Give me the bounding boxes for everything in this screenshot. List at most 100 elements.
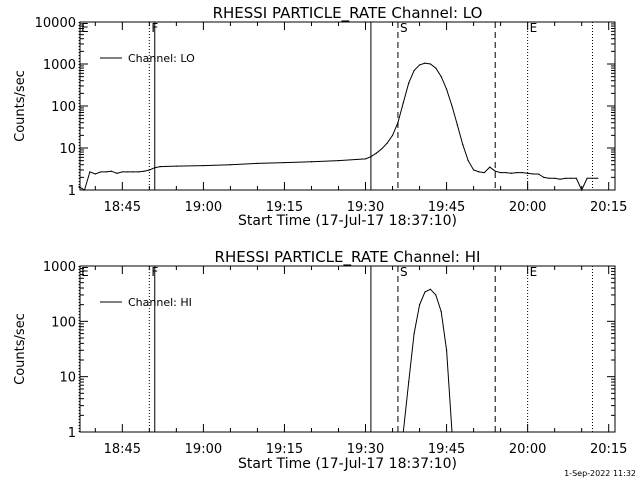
panel-hi: RHESSI PARTICLE_RATE Channel: HI 1 10 100 10…: [13, 248, 627, 472]
data-point: [597, 177, 599, 179]
x-tick-label: 19:00: [185, 200, 222, 215]
data-point: [445, 88, 448, 90]
series-line: [402, 288, 453, 433]
data-point: [418, 304, 421, 306]
data-point: [586, 177, 588, 179]
chart-title: RHESSI PARTICLE_RATE Channel: HI: [215, 248, 481, 267]
data-point: [397, 122, 399, 124]
data-point: [494, 170, 496, 172]
data-point: [413, 333, 415, 335]
data-point: [451, 431, 453, 433]
data-point: [483, 171, 486, 174]
data-point: [370, 156, 372, 158]
y-axis-label: Counts/sec: [13, 70, 28, 142]
y-tick-label: 1: [68, 184, 76, 199]
data-point: [116, 172, 118, 174]
data-point: [554, 177, 556, 179]
x-tick-label: 18:45: [104, 442, 141, 457]
data-point: [110, 170, 113, 172]
data-point: [435, 67, 437, 69]
data-point: [105, 171, 107, 173]
chart-title: RHESSI PARTICLE_RATE Channel: LO: [213, 4, 483, 23]
data-point: [456, 124, 458, 126]
data-point: [451, 105, 453, 107]
data-point: [532, 173, 534, 175]
data-point: [521, 171, 523, 174]
data-point: [386, 142, 388, 144]
data-point: [381, 148, 383, 150]
data-point: [440, 76, 442, 78]
data-point: [137, 171, 140, 173]
x-tick-label: 19:30: [347, 442, 384, 457]
y-tick-label: 10000: [35, 16, 76, 31]
data-point: [429, 288, 431, 290]
legend-label: Channel: LO: [128, 52, 195, 65]
data-point: [581, 189, 583, 191]
data-point: [478, 171, 480, 173]
x-tick-label: 20:00: [509, 442, 546, 457]
data-point: [500, 171, 502, 174]
data-point: [418, 64, 421, 66]
data-point: [559, 178, 561, 180]
data-point: [154, 167, 156, 169]
data-point: [159, 166, 161, 168]
data-point: [527, 172, 529, 174]
x-tick-label: 20:15: [590, 200, 627, 215]
data-point: [489, 166, 491, 168]
x-tick-label: 19:30: [347, 200, 384, 215]
data-point: [440, 310, 442, 313]
data-point: [516, 171, 518, 174]
data-point: [337, 160, 340, 162]
data-point: [570, 177, 572, 179]
data-point: [445, 349, 448, 351]
data-point: [89, 171, 91, 173]
marker-label: E: [530, 265, 538, 279]
data-point: [375, 152, 377, 154]
data-point: [83, 189, 86, 191]
legend-label: Channel: HI: [128, 296, 192, 309]
y-tick-label: 1: [68, 426, 76, 441]
data-point: [548, 177, 550, 179]
data-point: [505, 171, 507, 174]
y-axis-label: Counts/sec: [13, 313, 28, 385]
data-point: [402, 102, 404, 104]
data-point: [229, 164, 232, 166]
marker-label: E: [530, 21, 538, 35]
y-tick-label: 100: [51, 315, 76, 330]
data-point: [467, 160, 469, 162]
y-tick-label: 10: [59, 371, 76, 386]
x-tick-label: 19:45: [428, 200, 465, 215]
x-tick-label: 19:45: [428, 442, 465, 457]
y-tick-label: 10: [59, 142, 76, 157]
footer-timestamp: 1-Sep-2022 11:32: [564, 469, 636, 478]
data-point: [391, 134, 394, 136]
data-point: [256, 162, 259, 164]
data-point: [543, 176, 545, 178]
x-tick-label: 20:15: [590, 442, 627, 457]
data-point: [435, 294, 437, 296]
data-point: [429, 63, 431, 65]
marker-label: S: [400, 21, 408, 35]
data-point: [202, 165, 204, 167]
plot-frame: [79, 265, 616, 433]
data-point: [510, 172, 513, 174]
data-point: [94, 173, 96, 175]
data-point: [408, 381, 410, 383]
x-axis-label: Start Time (17-Jul-17 18:37:10): [238, 456, 457, 472]
data-point: [472, 169, 475, 171]
data-point: [127, 171, 129, 173]
marker-label: S: [400, 265, 408, 279]
x-tick-label: 18:45: [104, 200, 141, 215]
data-point: [408, 82, 410, 84]
marker-label: E: [81, 21, 89, 35]
data-point: [100, 171, 102, 173]
x-tick-label: 19:15: [266, 442, 303, 457]
data-point: [132, 171, 134, 173]
data-point: [413, 69, 415, 72]
data-point: [78, 186, 80, 188]
data-point: [175, 165, 177, 167]
data-point: [591, 177, 594, 179]
data-point: [143, 170, 145, 172]
marker-label: E: [81, 265, 89, 279]
